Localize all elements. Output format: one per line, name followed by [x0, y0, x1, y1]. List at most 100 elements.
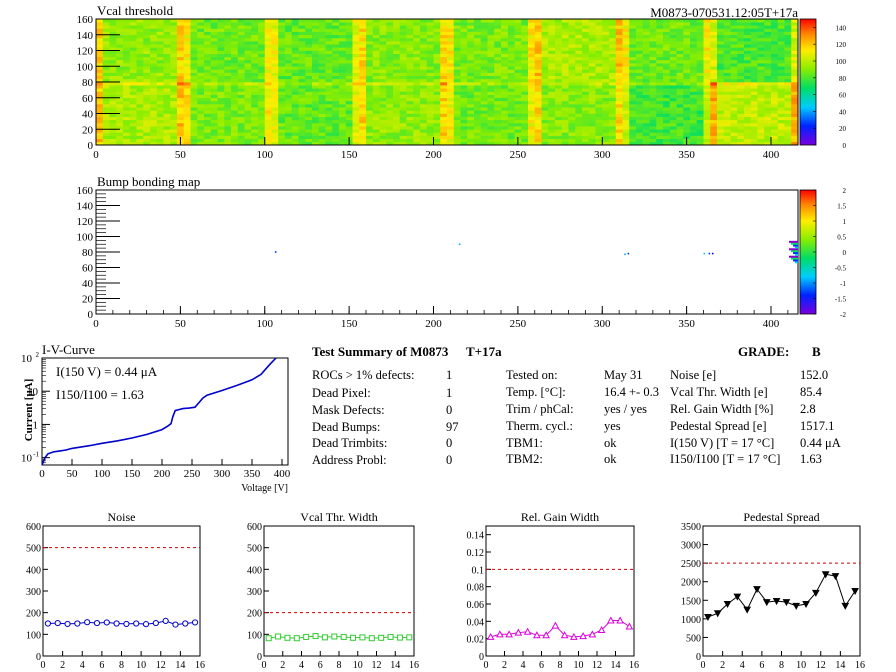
- heat-cell: [703, 135, 711, 139]
- heat-cell: [447, 44, 455, 48]
- heat-cell: [150, 138, 158, 143]
- heat-cell: [123, 41, 131, 45]
- heat-cell: [541, 82, 549, 86]
- heat-cell: [224, 122, 232, 127]
- heat-cell: [96, 138, 104, 143]
- heat-cell: [325, 88, 333, 92]
- heat-cell: [615, 126, 623, 130]
- heat-cell: [345, 47, 353, 51]
- heat-cell: [183, 37, 191, 42]
- heat-cell: [487, 34, 495, 39]
- heat-cell: [757, 116, 765, 121]
- x-tick-label: 0: [39, 468, 45, 480]
- y-tick-label: 0.14: [467, 531, 485, 542]
- heat-cell: [609, 47, 617, 51]
- heat-cell: [136, 126, 144, 130]
- heat-cell: [413, 78, 421, 83]
- heat-cell: [264, 116, 272, 121]
- heat-cell: [730, 104, 738, 108]
- heat-cell: [237, 78, 245, 83]
- heat-cell: [541, 19, 549, 23]
- heat-cell: [109, 63, 117, 67]
- heat-cell: [494, 78, 502, 83]
- heat-cell: [474, 28, 482, 32]
- heat-cell: [258, 72, 266, 76]
- heat-cell: [116, 85, 124, 89]
- heat-cell: [683, 56, 691, 61]
- heat-cell: [366, 47, 374, 51]
- heat-cell: [123, 78, 131, 83]
- heat-cell: [737, 116, 745, 121]
- heat-cell: [595, 132, 603, 136]
- heat-cell: [264, 22, 272, 26]
- heat-cell: [190, 69, 198, 73]
- heat-cell: [696, 94, 704, 99]
- heat-cell: [777, 78, 785, 83]
- heat-cell: [676, 69, 684, 73]
- heat-cell: [386, 141, 394, 146]
- heat-cell: [197, 25, 205, 29]
- heat-cell: [467, 34, 475, 39]
- heat-cell: [703, 37, 711, 42]
- heat-cell: [507, 126, 515, 130]
- heat-cell: [406, 19, 414, 23]
- heat-cell: [379, 94, 387, 99]
- heat-cell: [197, 31, 205, 36]
- heat-cell: [244, 94, 252, 99]
- heat-cell: [177, 47, 185, 51]
- heat-cell: [717, 141, 725, 146]
- heat-cell: [494, 122, 502, 127]
- heat-cell: [791, 78, 799, 83]
- heat-cell: [501, 116, 509, 121]
- dead-bump-pixel: [789, 255, 798, 258]
- heat-cell: [548, 37, 556, 42]
- heat-cell: [278, 37, 286, 42]
- heat-cell: [791, 69, 799, 73]
- heat-cell: [379, 97, 387, 102]
- heat-cell: [393, 28, 401, 32]
- heat-cell: [366, 122, 374, 127]
- heat-cell: [156, 19, 164, 23]
- heat-cell: [366, 135, 374, 139]
- heat-cell: [764, 41, 772, 45]
- heat-cell: [521, 72, 529, 76]
- heat-cell: [433, 25, 441, 29]
- heat-cell: [636, 100, 644, 105]
- y-tick-label: 140: [77, 30, 94, 42]
- heat-cell: [636, 69, 644, 73]
- heat-cell: [771, 107, 779, 111]
- heat-cell: [163, 110, 171, 114]
- heat-cell: [372, 66, 380, 70]
- heat-cell: [136, 94, 144, 99]
- summary-value: ok: [604, 436, 617, 450]
- heat-cell: [345, 69, 353, 73]
- heat-cell: [305, 41, 313, 45]
- heat-cell: [609, 41, 617, 45]
- heat-cell: [136, 91, 144, 95]
- heat-cell: [440, 82, 448, 86]
- heat-cell: [210, 47, 218, 51]
- heat-cell: [663, 88, 671, 92]
- heat-cell: [305, 116, 313, 121]
- heat-cell: [339, 22, 347, 26]
- heat-cell: [150, 22, 158, 26]
- heat-cell: [683, 129, 691, 133]
- heat-cell: [663, 44, 671, 48]
- heat-cell: [656, 31, 664, 36]
- heat-cell: [298, 34, 306, 39]
- heat-cell: [764, 107, 772, 111]
- heat-cell: [696, 72, 704, 76]
- heat-cell: [690, 31, 698, 36]
- heat-cell: [744, 107, 752, 111]
- heat-cell: [163, 88, 171, 92]
- heat-cell: [359, 78, 367, 83]
- heat-cell: [332, 100, 340, 105]
- heat-cell: [278, 135, 286, 139]
- heat-cell: [676, 119, 684, 124]
- heat-cell: [156, 22, 164, 26]
- heat-cell: [325, 19, 333, 23]
- heat-cell: [271, 22, 279, 26]
- heat-cell: [224, 69, 232, 73]
- heat-cell: [379, 141, 387, 146]
- heat-cell: [730, 41, 738, 45]
